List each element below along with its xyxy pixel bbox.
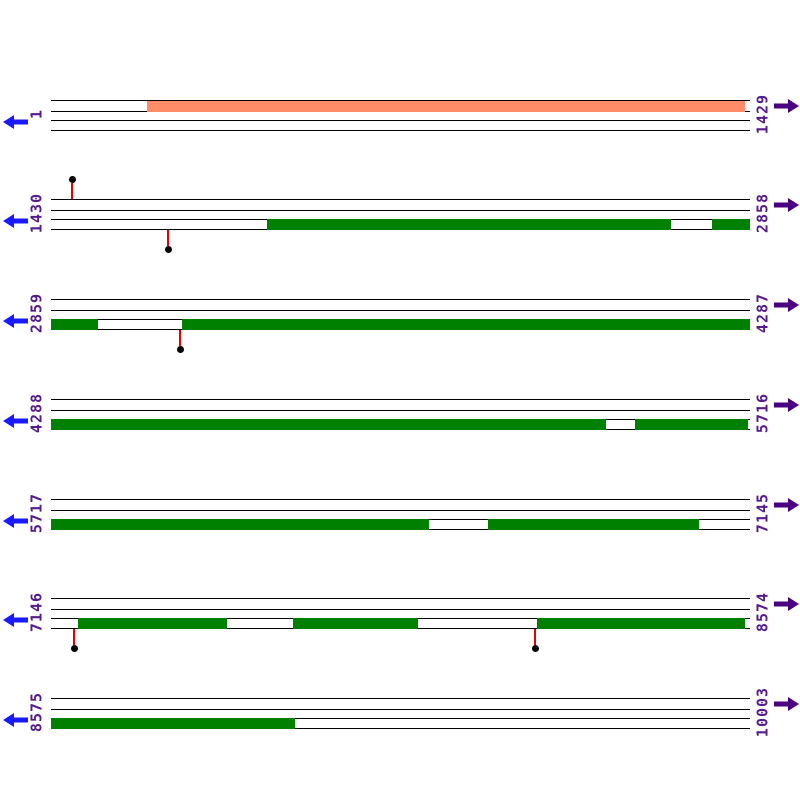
strand-line <box>51 499 750 500</box>
reverse-strand-arrow-icon <box>3 713 28 727</box>
row-start-coordinate: 1 <box>27 108 46 120</box>
feature-block-reverse <box>182 319 750 330</box>
row-start-coordinate: 8575 <box>27 691 46 733</box>
strand-line <box>51 100 750 101</box>
forward-strand-arrow-icon <box>774 198 799 212</box>
strand-line <box>51 399 750 400</box>
feature-block-reverse <box>267 219 671 230</box>
feature-block-reverse <box>293 618 418 629</box>
strand-line <box>51 210 750 211</box>
strand-line <box>51 120 750 121</box>
strand-line <box>51 609 750 610</box>
marker-dot <box>177 346 184 353</box>
reverse-strand-arrow-icon <box>3 115 28 129</box>
strand-line <box>51 310 750 311</box>
feature-block-reverse <box>78 618 227 629</box>
reverse-strand-arrow-icon <box>3 214 28 228</box>
marker-stem <box>167 230 169 246</box>
strand-line <box>51 299 750 300</box>
marker-dot <box>69 176 76 183</box>
row-end-coordinate: 2858 <box>753 192 772 234</box>
forward-strand-arrow-icon <box>774 298 799 312</box>
marker-stem <box>534 629 536 645</box>
row-end-coordinate: 8574 <box>753 591 772 633</box>
feature-block-reverse <box>488 519 699 530</box>
row-end-coordinate: 5716 <box>753 392 772 434</box>
forward-strand-arrow-icon <box>774 398 799 412</box>
strand-line <box>51 199 750 200</box>
row-end-coordinate: 10003 <box>753 686 772 738</box>
row-start-coordinate: 7146 <box>27 591 46 633</box>
reverse-strand-arrow-icon <box>3 514 28 528</box>
strand-line <box>51 130 750 131</box>
feature-block-reverse <box>635 419 748 430</box>
feature-block-reverse <box>51 519 429 530</box>
marker-dot <box>532 645 539 652</box>
row-start-coordinate: 5717 <box>27 492 46 534</box>
marker-stem <box>179 330 181 346</box>
row-start-coordinate: 4288 <box>27 392 46 434</box>
forward-strand-arrow-icon <box>774 697 799 711</box>
strand-line <box>51 410 750 411</box>
marker-dot <box>165 246 172 253</box>
forward-strand-arrow-icon <box>774 597 799 611</box>
forward-strand-arrow-icon <box>774 498 799 512</box>
strand-line <box>51 718 750 719</box>
strand-line <box>51 709 750 710</box>
feature-block-reverse <box>51 419 606 430</box>
marker-stem <box>71 183 73 199</box>
forward-strand-arrow-icon <box>774 99 799 113</box>
feature-block-reverse <box>712 219 750 230</box>
row-end-coordinate: 4287 <box>753 292 772 334</box>
feature-block-reverse <box>51 319 98 330</box>
feature-block-reverse <box>537 618 745 629</box>
feature-block-reverse <box>51 718 295 729</box>
row-start-coordinate: 2859 <box>27 292 46 334</box>
marker-dot <box>71 645 78 652</box>
row-end-coordinate: 1429 <box>753 93 772 135</box>
strand-line <box>51 728 750 729</box>
strand-line <box>51 510 750 511</box>
strand-line <box>51 598 750 599</box>
reverse-strand-arrow-icon <box>3 613 28 627</box>
row-start-coordinate: 1430 <box>27 192 46 234</box>
reverse-strand-arrow-icon <box>3 314 28 328</box>
reverse-strand-arrow-icon <box>3 414 28 428</box>
marker-stem <box>73 629 75 645</box>
row-end-coordinate: 7145 <box>753 492 772 534</box>
strand-line <box>51 698 750 699</box>
feature-block-forward <box>147 101 745 112</box>
